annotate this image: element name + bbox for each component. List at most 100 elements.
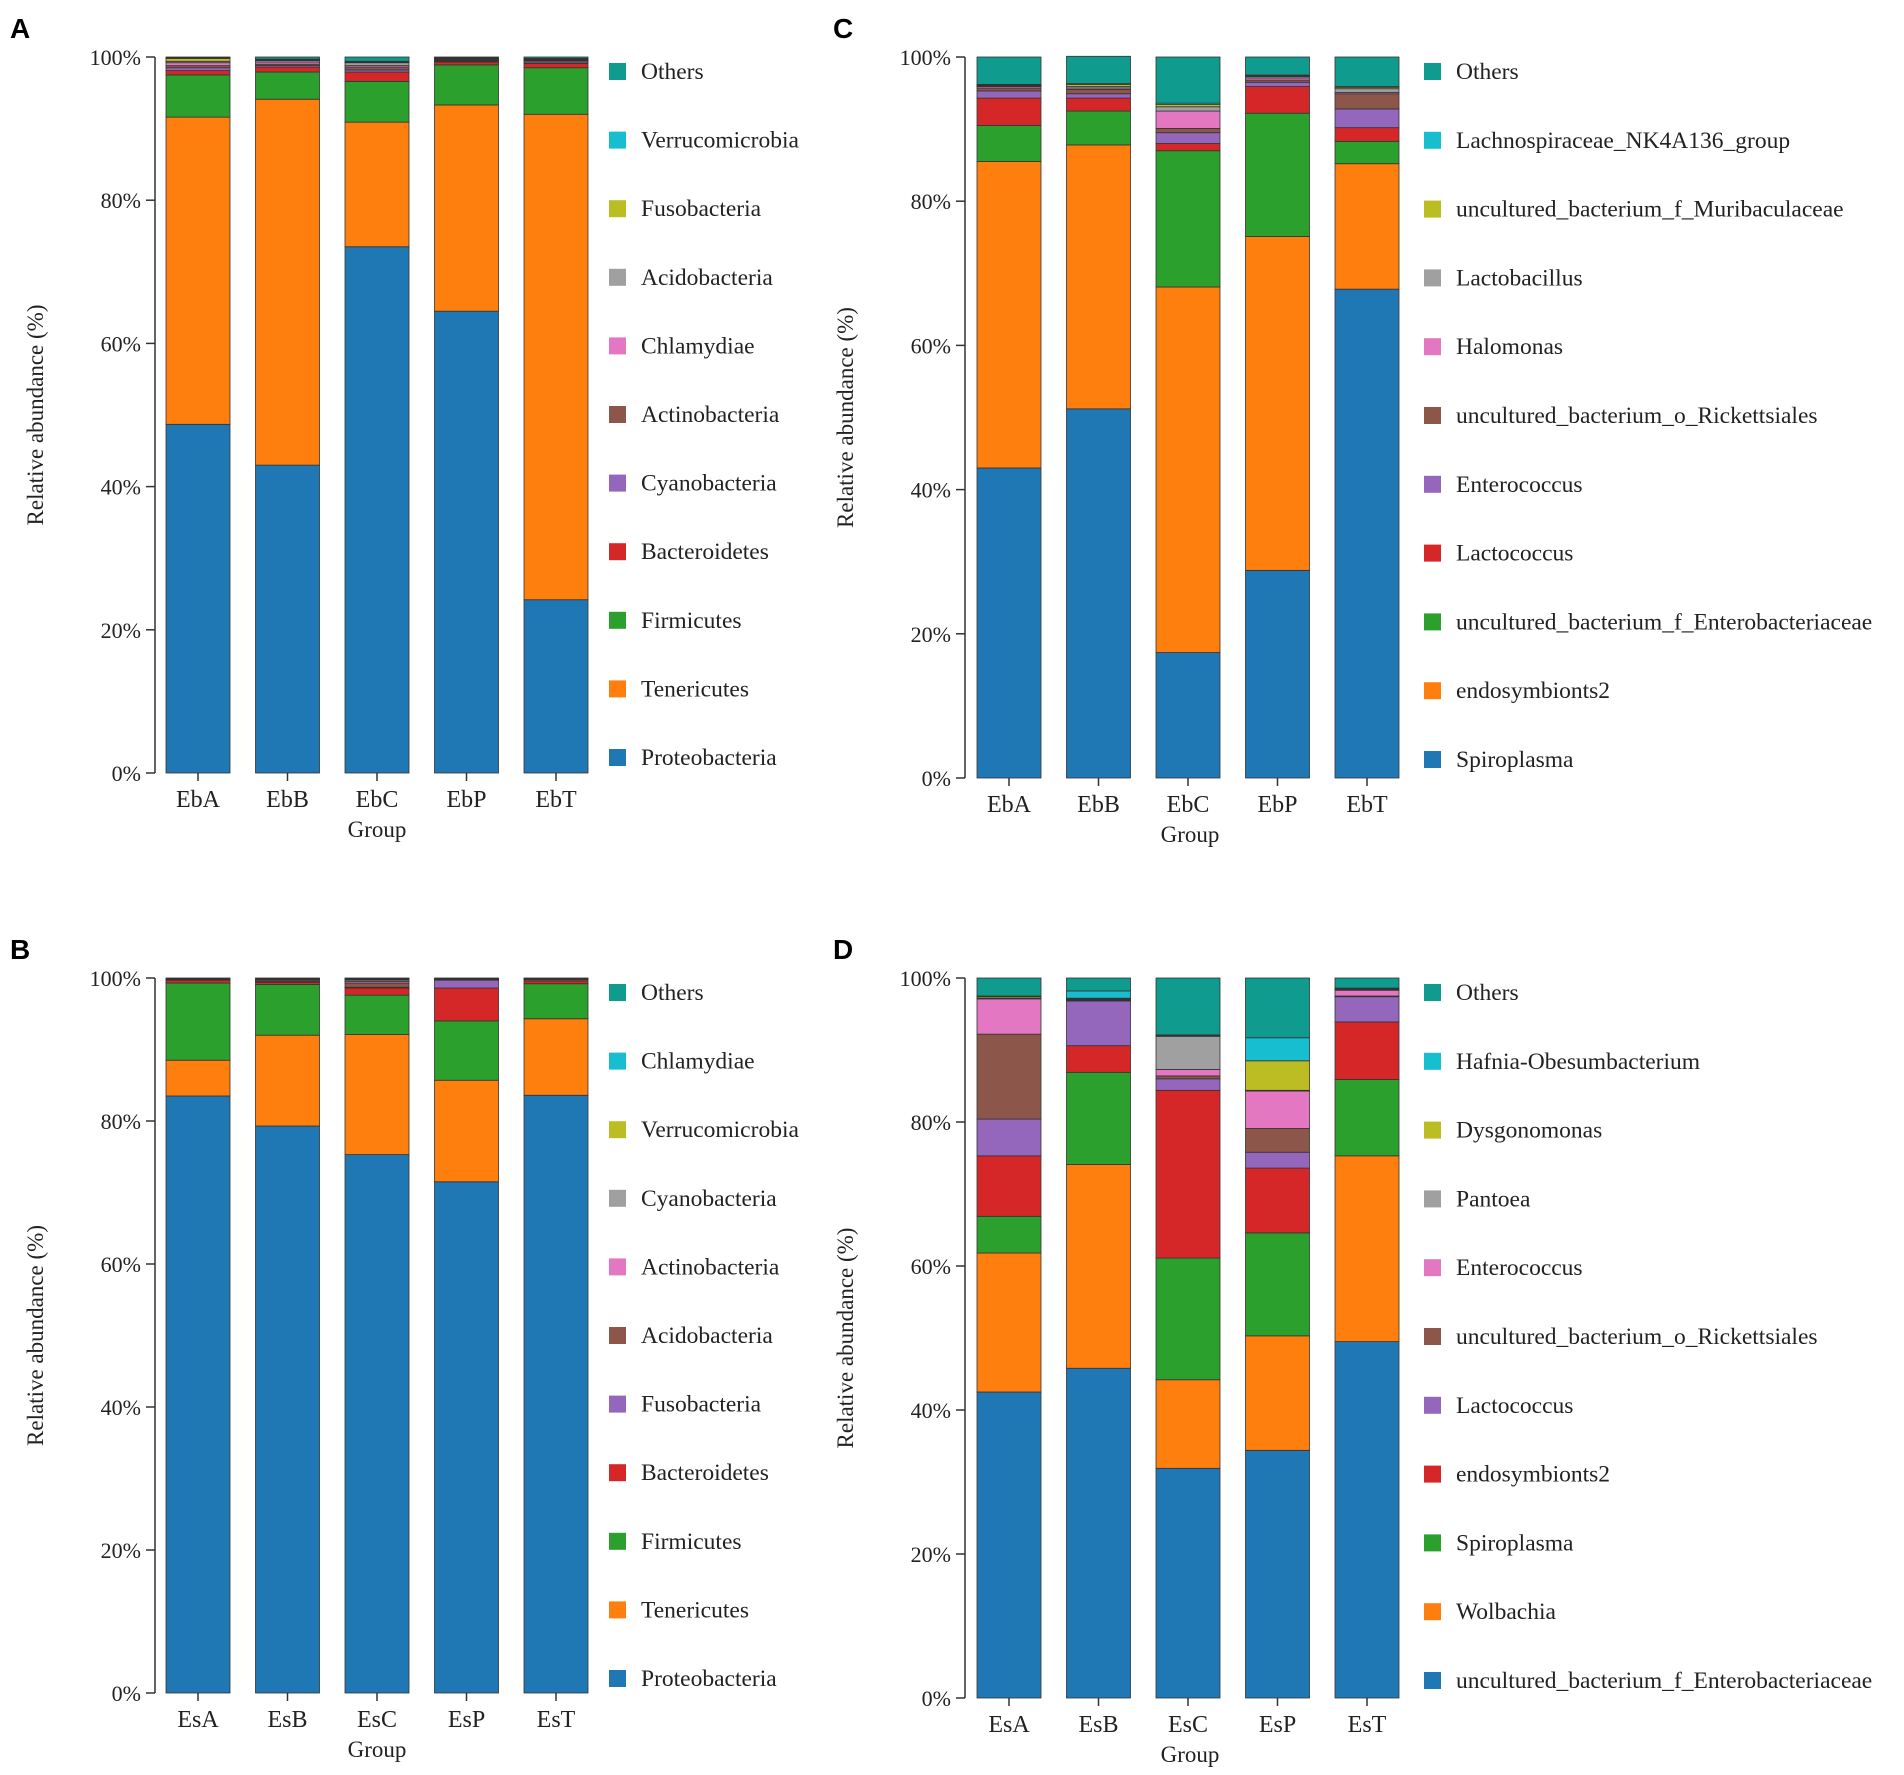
bar-segment-endosymbionts2 (1245, 1167, 1310, 1234)
bar-segment-Wolbachia (976, 1252, 1042, 1393)
legend-swatch (1424, 1190, 1441, 1208)
legend-swatch (1424, 984, 1441, 1001)
bar-segment-endosymbionts2 (976, 161, 1042, 469)
bar-stack-EbB (255, 56, 320, 774)
y-tick-label: 60% (911, 333, 951, 358)
x-tick-label: EbB (266, 787, 309, 813)
y-tick-label: 60% (101, 331, 141, 356)
bar-segment-Lactococcus (976, 97, 1042, 126)
y-tick-label: 100% (900, 966, 951, 991)
panel-letter: A (10, 13, 30, 44)
legend-swatch (609, 1532, 626, 1550)
y-tick-label: 40% (101, 1395, 141, 1420)
bar-segment-Others (523, 977, 589, 980)
legend-label: Lactobacillus (1456, 265, 1583, 291)
bar-segment-Others (434, 977, 499, 980)
bar-segment-uncultured_bacterium_o_Rickettsiales (976, 87, 1042, 92)
bar-segment-uncultured_bacterium_f_Enterobacteriaceae (1334, 1341, 1400, 1699)
legend-label: uncultured_bacterium_f_Enterobacteriacea… (1456, 1668, 1872, 1694)
bar-segment-Tenericutes (165, 1059, 231, 1097)
bar-segment-uncultured_bacterium_f_Enterobacteriaceae (1066, 1367, 1131, 1699)
bar-segment-Pantoea (1155, 1035, 1221, 1070)
legend-label: endosymbionts2 (1456, 1462, 1610, 1488)
x-tick-label: EsT (1348, 1712, 1387, 1738)
legend-swatch (609, 63, 626, 80)
legend-label: uncultured_bacterium_o_Rickettsiales (1456, 1324, 1818, 1350)
x-tick-label: EsA (988, 1712, 1030, 1738)
bar-stack-EbP (1245, 56, 1310, 779)
legend-label: Halomonas (1456, 334, 1563, 360)
legend-label: Spiroplasma (1456, 1530, 1574, 1556)
bar-segment-Acidobacteria (344, 62, 410, 66)
bar-segment-Lactococcus (1334, 996, 1400, 1023)
legend-label: Bacteroidetes (641, 1460, 769, 1486)
bar-stack-EbA (976, 56, 1042, 779)
legend-label: Dysgonomonas (1456, 1118, 1602, 1144)
x-tick-label: EbP (446, 787, 486, 813)
bar-segment-Others (523, 56, 589, 59)
bar-segment-Others (1245, 977, 1310, 1039)
legend-label: Enterococcus (1456, 1255, 1583, 1281)
y-tick-label: 100% (900, 45, 951, 70)
bar-segment-Hafnia-Obesumbacterium (1245, 1037, 1310, 1062)
y-tick-label: 80% (911, 1110, 951, 1135)
x-tick-label: EbT (535, 787, 577, 813)
x-tick-label: EsP (448, 1707, 485, 1733)
legend-label: Others (641, 980, 704, 1006)
legend-swatch (609, 1601, 626, 1619)
y-tick-label: 40% (101, 475, 141, 500)
bar-segment-Lactococcus (1155, 1078, 1221, 1091)
bar-segment-Proteobacteria (344, 1154, 410, 1694)
legend-label: Wolbachia (1456, 1599, 1556, 1625)
legend-label: Actinobacteria (641, 1254, 780, 1280)
legend-swatch (1424, 1534, 1441, 1552)
x-axis-title: Group (348, 817, 407, 842)
bar-segment-Others (1334, 56, 1400, 87)
bar-segment-Bacteroidetes (434, 61, 499, 66)
bar-segment-Hafnia-Obesumbacterium (1066, 990, 1131, 999)
legend-label: Firmicutes (641, 608, 742, 634)
y-tick-label: 60% (101, 1252, 141, 1277)
bar-stack-EbT (1334, 56, 1400, 779)
legend-swatch (1424, 269, 1441, 287)
bar-segment-Halomonas (1155, 110, 1221, 129)
legend-swatch (1424, 1259, 1441, 1277)
legend-swatch (609, 406, 626, 423)
x-tick-label: EsP (1259, 1712, 1296, 1738)
x-tick-label: EbA (987, 792, 1032, 818)
y-tick-label: 20% (911, 1542, 951, 1567)
panel-B: B 0% 20% 40% 60% 80% 100% Relative abundance (%… (10, 934, 799, 1762)
bar-segment-Enterococcus (1155, 132, 1221, 144)
bar-segment-Dysgonomonas (1245, 1060, 1310, 1091)
bar-segment-Tenericutes (523, 1018, 589, 1096)
legend-swatch (609, 984, 626, 1001)
bar-segment-Others (344, 977, 410, 980)
bar-segment-endosymbionts2 (976, 1155, 1042, 1217)
bar-segment-Bacteroidetes (165, 979, 231, 984)
y-axis-title: Relative abundance (%) (833, 1228, 858, 1449)
legend-swatch (1424, 1328, 1441, 1345)
bar-segment-uncultured_bacterium_f_Enterobacteriaceae (1155, 150, 1221, 288)
x-axis-title: Group (348, 1737, 407, 1762)
bar-stack-EsB (1066, 977, 1131, 1699)
legend-label: Tenericutes (641, 676, 749, 702)
legend-swatch (609, 474, 626, 492)
bar-segment-Lactococcus (1245, 1151, 1310, 1169)
bar-segment-Others (1066, 55, 1131, 85)
legend-label: Spiroplasma (1456, 747, 1574, 773)
x-axis-title: Group (1161, 822, 1220, 847)
legend-swatch (609, 680, 626, 698)
bar-segment-Spiroplasma (976, 467, 1042, 779)
bar-segment-Lactococcus (1066, 1000, 1131, 1047)
panel-C: C 0% 20% 40% 60% 80% 100% Relative abundance (%… (833, 13, 1872, 847)
bar-segment-Proteobacteria (255, 1125, 320, 1694)
y-tick-label: 100% (90, 966, 141, 991)
bar-stack-EbB (1066, 55, 1131, 779)
panel-letter: B (10, 934, 30, 965)
bar-segment-Enterococcus (1245, 81, 1310, 87)
legend-label: Verrucomicrobia (641, 1117, 799, 1143)
bar-segment-Spiroplasma (1066, 408, 1131, 779)
bar-segment-endosymbionts2 (1334, 163, 1400, 290)
y-tick-label: 100% (90, 45, 141, 70)
